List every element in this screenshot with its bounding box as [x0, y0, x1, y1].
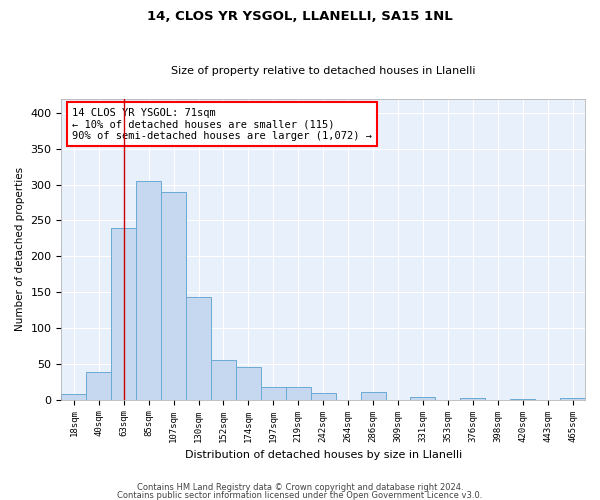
- Bar: [86, 372, 111, 400]
- Text: 14 CLOS YR YSGOL: 71sqm
← 10% of detached houses are smaller (115)
90% of semi-d: 14 CLOS YR YSGOL: 71sqm ← 10% of detache…: [72, 108, 372, 140]
- Bar: [410, 397, 436, 400]
- Bar: [186, 297, 211, 400]
- Bar: [61, 394, 86, 400]
- Bar: [361, 392, 386, 400]
- Title: Size of property relative to detached houses in Llanelli: Size of property relative to detached ho…: [171, 66, 475, 76]
- Text: 14, CLOS YR YSGOL, LLANELLI, SA15 1NL: 14, CLOS YR YSGOL, LLANELLI, SA15 1NL: [147, 10, 453, 23]
- X-axis label: Distribution of detached houses by size in Llanelli: Distribution of detached houses by size …: [185, 450, 462, 460]
- Bar: [161, 192, 186, 400]
- Bar: [560, 398, 585, 400]
- Y-axis label: Number of detached properties: Number of detached properties: [15, 167, 25, 331]
- Bar: [510, 399, 535, 400]
- Bar: [311, 392, 335, 400]
- Text: Contains HM Land Registry data © Crown copyright and database right 2024.: Contains HM Land Registry data © Crown c…: [137, 484, 463, 492]
- Bar: [211, 360, 236, 400]
- Bar: [136, 181, 161, 400]
- Text: Contains public sector information licensed under the Open Government Licence v3: Contains public sector information licen…: [118, 490, 482, 500]
- Bar: [111, 228, 136, 400]
- Bar: [261, 387, 286, 400]
- Bar: [236, 368, 261, 400]
- Bar: [460, 398, 485, 400]
- Bar: [286, 387, 311, 400]
